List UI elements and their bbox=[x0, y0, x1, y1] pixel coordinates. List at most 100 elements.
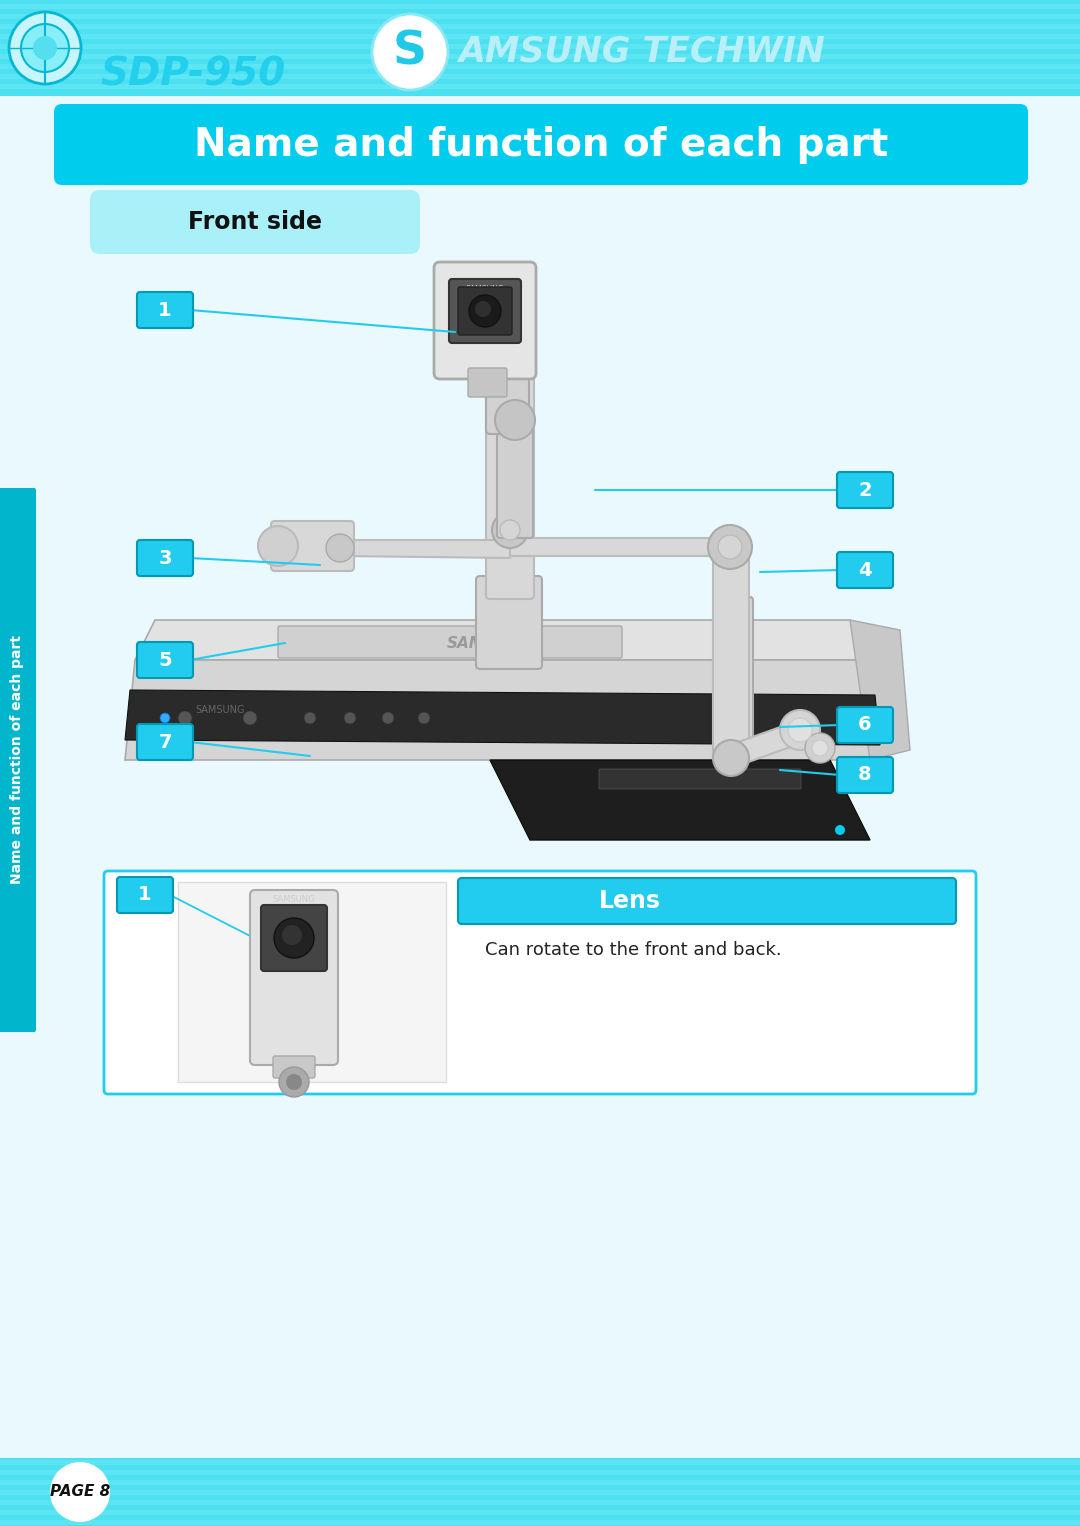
Text: Lens: Lens bbox=[599, 890, 661, 913]
Text: Name and function of each part: Name and function of each part bbox=[10, 635, 24, 885]
Polygon shape bbox=[490, 760, 870, 839]
Bar bbox=[0, 1520, 1080, 1524]
Bar bbox=[0, 0, 1080, 96]
FancyBboxPatch shape bbox=[468, 368, 507, 397]
Circle shape bbox=[258, 526, 298, 566]
Circle shape bbox=[708, 525, 752, 569]
Text: 7: 7 bbox=[159, 732, 172, 751]
Text: 6: 6 bbox=[859, 716, 872, 734]
FancyBboxPatch shape bbox=[599, 769, 801, 789]
Circle shape bbox=[303, 713, 316, 723]
FancyBboxPatch shape bbox=[837, 757, 893, 794]
Bar bbox=[0, 53, 1080, 60]
Bar bbox=[0, 14, 1080, 18]
Polygon shape bbox=[340, 540, 510, 559]
FancyBboxPatch shape bbox=[278, 626, 622, 658]
Bar bbox=[0, 1460, 1080, 1465]
Circle shape bbox=[326, 534, 354, 562]
Polygon shape bbox=[510, 539, 720, 555]
Text: Name and function of each part: Name and function of each part bbox=[194, 127, 888, 163]
Polygon shape bbox=[850, 620, 910, 760]
Circle shape bbox=[469, 295, 501, 327]
FancyBboxPatch shape bbox=[713, 552, 750, 758]
Text: 2: 2 bbox=[859, 481, 872, 499]
FancyBboxPatch shape bbox=[90, 191, 420, 253]
Text: Can rotate to the front and back.: Can rotate to the front and back. bbox=[485, 942, 781, 958]
Polygon shape bbox=[125, 690, 880, 745]
FancyBboxPatch shape bbox=[117, 877, 173, 913]
FancyBboxPatch shape bbox=[271, 520, 354, 571]
Circle shape bbox=[812, 740, 828, 755]
Circle shape bbox=[274, 919, 314, 958]
Text: SAMSUNG: SAMSUNG bbox=[195, 705, 245, 716]
FancyBboxPatch shape bbox=[449, 279, 521, 343]
FancyBboxPatch shape bbox=[249, 890, 338, 1065]
Circle shape bbox=[279, 1067, 309, 1097]
Text: Front side: Front side bbox=[188, 211, 322, 233]
Bar bbox=[0, 84, 1080, 89]
Bar bbox=[0, 1511, 1080, 1515]
FancyBboxPatch shape bbox=[137, 642, 193, 678]
Polygon shape bbox=[440, 330, 515, 400]
Circle shape bbox=[243, 711, 257, 725]
Text: SAMSUNG: SAMSUNG bbox=[447, 635, 534, 650]
Bar bbox=[0, 64, 1080, 69]
Circle shape bbox=[286, 1074, 302, 1090]
Circle shape bbox=[418, 713, 430, 723]
Bar bbox=[0, 1457, 1080, 1526]
Circle shape bbox=[492, 513, 528, 548]
Bar bbox=[0, 1500, 1080, 1505]
FancyBboxPatch shape bbox=[458, 877, 956, 925]
FancyBboxPatch shape bbox=[137, 723, 193, 760]
Text: AMSUNG TECHWIN: AMSUNG TECHWIN bbox=[458, 35, 825, 69]
FancyBboxPatch shape bbox=[837, 552, 893, 588]
FancyBboxPatch shape bbox=[104, 871, 976, 1094]
Polygon shape bbox=[730, 720, 810, 765]
FancyBboxPatch shape bbox=[137, 540, 193, 575]
FancyBboxPatch shape bbox=[837, 472, 893, 508]
Bar bbox=[178, 882, 446, 1082]
Bar bbox=[0, 24, 1080, 29]
Circle shape bbox=[788, 719, 812, 742]
Bar bbox=[0, 1480, 1080, 1485]
Circle shape bbox=[805, 732, 835, 763]
Text: SAMSUNG: SAMSUNG bbox=[272, 896, 315, 905]
Circle shape bbox=[835, 826, 845, 835]
FancyBboxPatch shape bbox=[486, 296, 529, 433]
Circle shape bbox=[495, 400, 535, 439]
Circle shape bbox=[178, 711, 192, 725]
Circle shape bbox=[33, 37, 57, 60]
FancyBboxPatch shape bbox=[261, 905, 327, 971]
FancyBboxPatch shape bbox=[54, 104, 1028, 185]
Text: S: S bbox=[393, 29, 427, 75]
Bar bbox=[0, 34, 1080, 40]
Circle shape bbox=[372, 14, 448, 90]
Circle shape bbox=[718, 536, 742, 559]
FancyBboxPatch shape bbox=[458, 287, 512, 336]
Text: 5: 5 bbox=[158, 650, 172, 670]
Bar bbox=[0, 5, 1080, 9]
FancyBboxPatch shape bbox=[434, 262, 536, 378]
Text: 1: 1 bbox=[138, 885, 152, 905]
FancyBboxPatch shape bbox=[476, 575, 542, 668]
FancyBboxPatch shape bbox=[0, 488, 36, 1032]
Circle shape bbox=[282, 925, 302, 945]
Circle shape bbox=[160, 713, 170, 723]
Bar bbox=[0, 44, 1080, 49]
FancyBboxPatch shape bbox=[486, 366, 534, 600]
Polygon shape bbox=[135, 620, 870, 661]
Text: 1: 1 bbox=[158, 301, 172, 319]
Circle shape bbox=[345, 713, 356, 723]
Text: 3: 3 bbox=[159, 548, 172, 568]
Polygon shape bbox=[125, 661, 880, 760]
Circle shape bbox=[500, 520, 519, 540]
FancyBboxPatch shape bbox=[273, 1056, 315, 1077]
Circle shape bbox=[780, 710, 820, 749]
FancyBboxPatch shape bbox=[137, 291, 193, 328]
Text: 8: 8 bbox=[859, 766, 872, 784]
Bar bbox=[0, 1470, 1080, 1476]
Text: SDP-950: SDP-950 bbox=[100, 56, 285, 95]
Circle shape bbox=[713, 740, 750, 777]
FancyBboxPatch shape bbox=[837, 707, 893, 743]
Text: SAMSUNG: SAMSUNG bbox=[465, 285, 504, 295]
